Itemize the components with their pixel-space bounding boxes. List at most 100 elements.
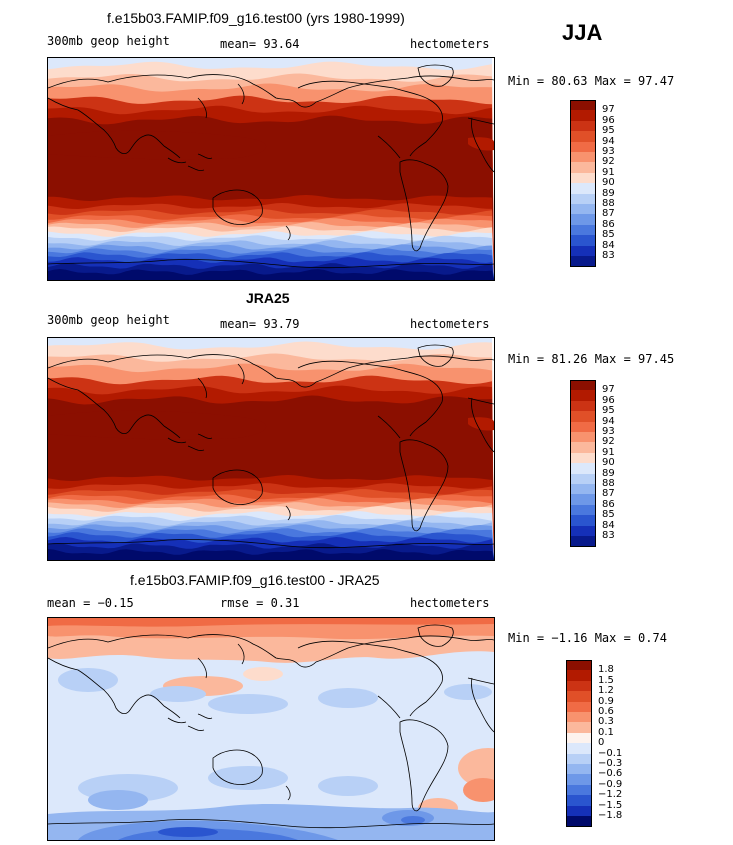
colorbar-tick-label: 92 [602,436,615,448]
panel1-map [47,57,495,281]
colorbar-swatch [570,141,596,153]
panel2-mean: mean= 93.79 [220,317,300,331]
colorbar-tick-label: 85 [602,509,615,521]
colorbar-swatch [570,442,596,454]
colorbar-swatch [570,131,596,143]
colorbar-tick-label: −0.9 [598,778,623,790]
colorbar-swatch [570,536,596,547]
season-label: JJA [562,20,603,45]
colorbar-swatch [566,712,592,723]
colorbar-tick-label: 95 [602,405,615,417]
colorbar-tick-label: 90 [602,177,615,189]
colorbar-tick-label: 88 [602,478,615,489]
panel2-variable-label: 300mb geop height [47,313,170,327]
colorbar-swatch [570,411,596,423]
colorbar-tick-label: 0.1 [598,726,614,738]
colorbar-swatch [570,183,596,195]
colorbar-tick-label: 97 [602,384,615,396]
panel2-units: hectometers [410,317,490,331]
colorbar-swatch [570,245,596,257]
colorbar-swatch [570,432,596,443]
colorbar-swatch [566,701,592,713]
colorbar-tick-label: 86 [602,218,615,230]
colorbar-swatch [566,660,592,671]
colorbar-swatch [566,753,592,765]
colorbar-tick-label: 91 [602,166,615,178]
colorbar-swatch [570,421,596,433]
colorbar-tick-label: 84 [602,519,615,531]
panel1-variable-label: 300mb geop height [47,34,170,48]
colorbar-tick-label: −1.5 [598,799,623,811]
colorbar-swatch [566,680,592,692]
colorbar-swatch [570,204,596,215]
colorbar-swatch [570,515,596,527]
colorbar-tick-label: 87 [602,208,615,220]
colorbar-tick-label: 91 [602,446,615,458]
colorbar-tick-label: −0.3 [598,758,623,769]
colorbar-tick-label: 96 [602,114,615,126]
colorbar-tick-label: −1.2 [598,789,623,801]
colorbar-swatch [570,193,596,205]
colorbar-swatch [570,452,596,464]
colorbar-swatch [570,473,596,485]
colorbar-swatch [570,162,596,174]
colorbar-tick-label: 1.5 [598,674,614,686]
colorbar-swatch [570,484,596,495]
colorbar-swatch [566,670,592,682]
colorbar-swatch [570,110,596,122]
panel3-map [47,617,495,841]
colorbar-swatch [570,400,596,412]
colorbar-tick-label: 0 [598,737,605,749]
panel1-minmax: Min = 80.63 Max = 97.47 [508,74,675,88]
colorbar-tick-label: −0.1 [598,747,623,759]
colorbar-swatch [570,120,596,132]
panel3-title: f.e15b03.FAMIP.f09_g16.test00 - JRA25 [130,572,380,588]
colorbar-tick-label: 96 [602,394,615,406]
colorbar-tick-label: 94 [602,135,615,147]
colorbar-tick-label: 1.8 [598,664,614,676]
colorbar-swatch [570,152,596,163]
colorbar-tick-label: 0.9 [598,695,614,707]
colorbar-tick-label: 94 [602,415,615,427]
colorbar-swatch [566,732,592,744]
colorbar-swatch [570,494,596,506]
colorbar-swatch [566,805,592,817]
colorbar-swatch [566,722,592,734]
colorbar-tick-label: 83 [602,250,615,261]
colorbar-swatch [570,463,596,475]
colorbar-tick-label: 95 [602,125,615,137]
colorbar-swatch [570,214,596,226]
colorbar-swatch [570,224,596,236]
colorbar-swatch [566,743,592,755]
colorbar-tick-label: −1.8 [598,810,623,821]
colorbar-swatch [566,784,592,796]
colorbar-tick-label: 1.2 [598,685,614,697]
colorbar-tick-label: 87 [602,488,615,500]
colorbar-tick-label: 88 [602,198,615,209]
panel1-mean: mean= 93.64 [220,37,300,51]
colorbar-swatch [570,256,596,267]
colorbar-tick-label: 93 [602,426,615,437]
colorbar-tick-label: 83 [602,530,615,541]
panel2-minmax: Min = 81.26 Max = 97.45 [508,352,675,366]
colorbar-tick-label: 89 [602,187,615,199]
panel2-map [47,337,495,561]
colorbar-tick-label: 92 [602,156,615,168]
colorbar-swatch [570,525,596,537]
colorbar-tick-label: 0.3 [598,716,614,728]
colorbar-swatch [570,100,596,111]
panel3-units: hectometers [410,596,490,610]
colorbar-swatch [570,504,596,516]
colorbar-swatch [570,235,596,247]
colorbar-tick-label: 85 [602,229,615,241]
colorbar-tick-label: 84 [602,239,615,251]
colorbar-swatch [566,816,592,827]
colorbar-tick-label: 93 [602,146,615,157]
panel3-minmax: Min = −1.16 Max = 0.74 [508,631,667,645]
colorbar-tick-label: 86 [602,498,615,510]
colorbar-swatch [566,795,592,807]
panel2-title: JRA25 [246,290,290,306]
panel1-units: hectometers [410,37,490,51]
panel3-rmse: rmse = 0.31 [220,596,300,610]
colorbar-tick-label: 0.6 [598,706,614,717]
